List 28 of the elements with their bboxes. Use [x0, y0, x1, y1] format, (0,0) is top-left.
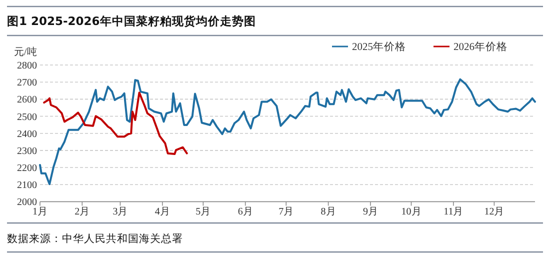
x-tick-label: 8月: [320, 206, 336, 218]
x-tick-label: 12月: [484, 206, 504, 218]
y-tick-label: 2600: [17, 94, 37, 106]
y-tick-label: 2800: [17, 60, 37, 72]
line-series: [43, 92, 188, 156]
y-tick-label: 2400: [17, 128, 37, 140]
chart-title: 图1 2025-2026年中国菜籽粕现货均价走势图: [7, 14, 256, 28]
x-tick-label: 11月: [444, 206, 464, 218]
y-tick-label: 2700: [17, 78, 37, 89]
y-tick-label: 2200: [17, 163, 37, 174]
y-tick-label: 2000: [17, 197, 37, 208]
x-tick-label: 5月: [196, 206, 211, 218]
source-note: 数据来源：中华人民共和国海关总署: [7, 232, 183, 245]
y-tick-label: 2300: [17, 146, 37, 157]
y-axis-title: 元/吨: [14, 46, 37, 58]
x-tick-label: 2月: [74, 206, 90, 218]
line-series: [39, 78, 536, 186]
y-tick-label: 2100: [17, 180, 37, 192]
legend-label: 2025年价格: [352, 41, 406, 53]
x-tick-label: 7月: [278, 206, 294, 218]
y-tick-label: 2500: [17, 112, 37, 123]
legend-label: 2026年价格: [454, 41, 508, 53]
x-tick-label: 3月: [112, 206, 128, 218]
x-tick-label: 10月: [401, 206, 422, 218]
x-tick-label: 6月: [238, 206, 253, 218]
x-tick-label: 4月: [154, 206, 170, 218]
x-tick-label: 9月: [362, 206, 378, 218]
x-tick-label: 1月: [32, 206, 48, 218]
